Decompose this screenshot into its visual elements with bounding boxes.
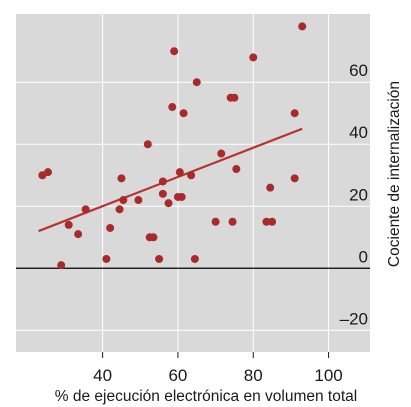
data-point xyxy=(158,189,167,198)
x-tick-label: 100 xyxy=(314,366,342,385)
data-point xyxy=(187,171,196,180)
data-point xyxy=(164,199,173,208)
data-point xyxy=(143,140,152,149)
data-point xyxy=(290,174,299,183)
data-point xyxy=(149,233,158,242)
data-point xyxy=(168,103,177,112)
x-tick-label: 80 xyxy=(244,366,263,385)
x-tick-label: 60 xyxy=(168,366,187,385)
data-point xyxy=(228,217,237,226)
data-point xyxy=(44,168,53,177)
data-point xyxy=(119,196,128,205)
data-point xyxy=(158,177,167,186)
y-tick-label: 40 xyxy=(349,123,368,142)
y-axis-ticks: –20 0 20 40 60 xyxy=(340,61,368,328)
y-axis-title: Cociente de internalización xyxy=(386,81,403,267)
data-point xyxy=(74,230,83,239)
x-axis-ticks: 40 60 80 100 xyxy=(93,352,343,385)
data-point xyxy=(230,93,239,102)
data-point xyxy=(81,205,90,214)
data-point xyxy=(192,78,201,87)
data-point xyxy=(117,174,126,183)
x-tick-label: 40 xyxy=(93,366,112,385)
data-point xyxy=(102,254,111,263)
data-point xyxy=(190,254,199,263)
data-point xyxy=(266,183,275,192)
data-point xyxy=(177,192,186,201)
data-point xyxy=(64,220,73,229)
data-point xyxy=(268,217,277,226)
y-tick-label: –20 xyxy=(340,309,368,328)
y-tick-label: 20 xyxy=(349,185,368,204)
data-point xyxy=(106,223,115,232)
grid-lines xyxy=(16,14,370,352)
y-tick-label: 60 xyxy=(349,61,368,80)
data-point xyxy=(249,53,258,62)
data-point xyxy=(298,22,307,31)
data-point xyxy=(175,168,184,177)
x-axis-title: % de ejecución electrónica en volumen to… xyxy=(55,388,357,405)
data-point xyxy=(290,109,299,118)
data-point xyxy=(262,217,271,226)
data-point xyxy=(170,47,179,56)
plot-area xyxy=(16,14,370,352)
data-point xyxy=(57,261,66,270)
data-point xyxy=(115,205,124,214)
data-point xyxy=(232,165,241,174)
data-point xyxy=(155,254,164,263)
data-point xyxy=(211,217,220,226)
data-point xyxy=(134,196,143,205)
trend-line xyxy=(38,127,303,233)
data-points xyxy=(38,22,307,270)
data-point xyxy=(217,149,226,158)
y-tick-label: 0 xyxy=(359,247,368,266)
data-point xyxy=(179,109,188,118)
